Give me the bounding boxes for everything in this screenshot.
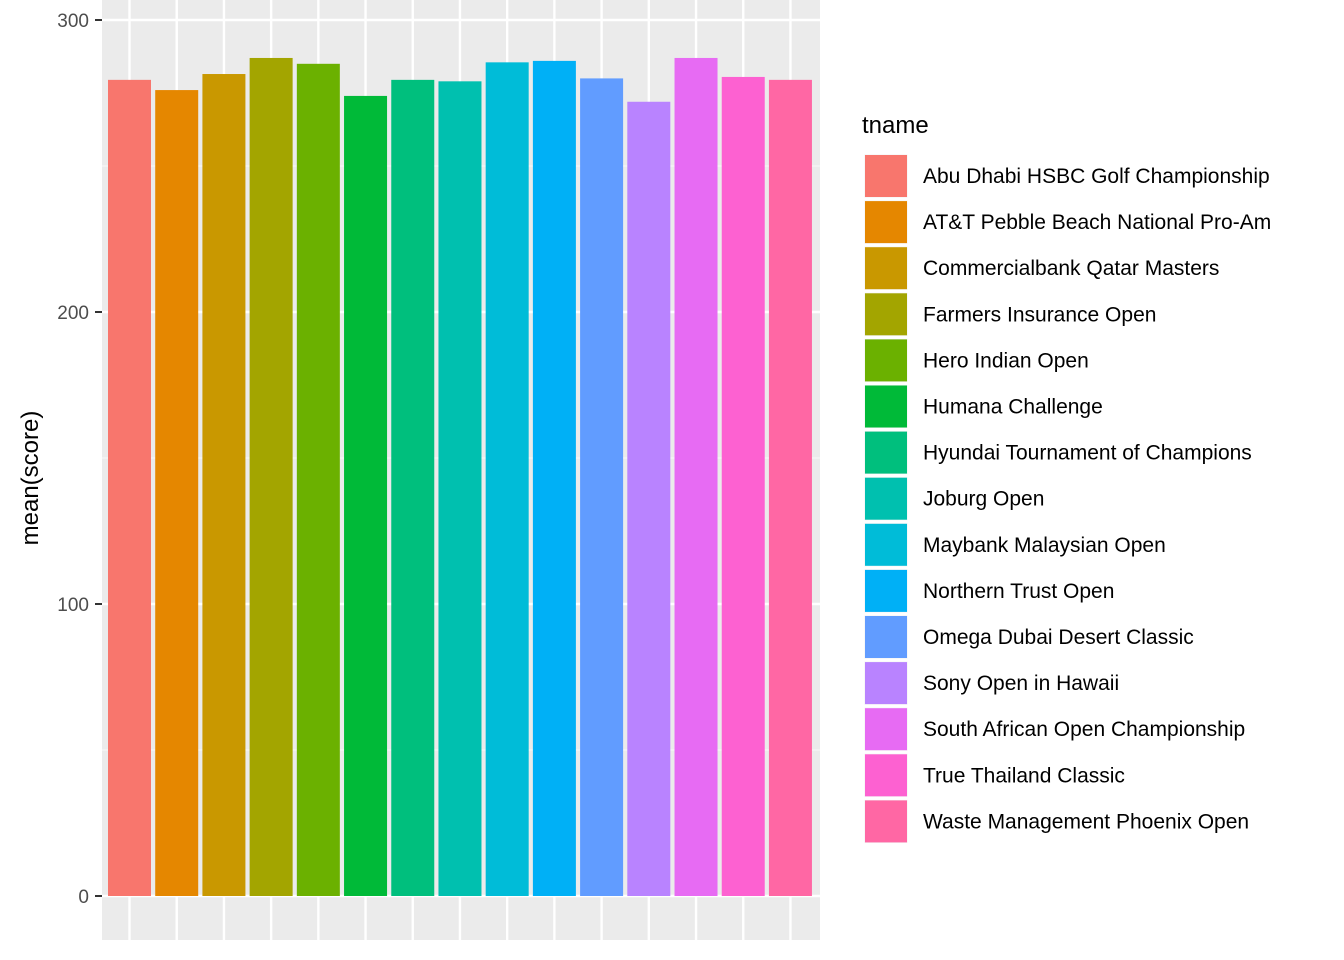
legend-swatch (865, 708, 907, 751)
legend-swatch (865, 293, 907, 336)
legend-swatch (865, 754, 907, 797)
legend-swatch (865, 662, 907, 705)
legend: tname Abu Dhabi HSBC Golf Championship AT… (862, 112, 1271, 844)
legend-swatch (865, 339, 907, 382)
legend-label: Sony Open in Hawaii (923, 672, 1119, 695)
legend-label: AT&T Pebble Beach National Pro-Am (923, 211, 1271, 234)
legend-label: Humana Challenge (923, 396, 1103, 419)
bar-10 (532, 60, 576, 896)
legend-label: Waste Management Phoenix Open (923, 810, 1249, 833)
y-tick-label: 0 (78, 887, 89, 908)
bar-14 (721, 76, 765, 896)
legend-title: tname (862, 112, 929, 139)
legend-label: Maybank Malaysian Open (923, 534, 1166, 557)
bar-6 (344, 95, 388, 897)
y-tick-label: 200 (57, 303, 89, 324)
legend-label: Farmers Insurance Open (923, 303, 1156, 326)
bar-3 (202, 74, 246, 896)
legend-swatch (865, 523, 907, 566)
bar-15 (768, 79, 812, 897)
legend-label: Joburg Open (923, 488, 1044, 511)
legend-swatch (865, 616, 907, 658)
legend-swatch (865, 247, 907, 290)
y-axis: 0 100 200 300 (57, 11, 102, 908)
bars (108, 57, 812, 897)
legend-label: Commercialbank Qatar Masters (923, 257, 1219, 280)
bar-5 (296, 63, 340, 897)
legend-swatch (865, 800, 907, 843)
bar-8 (438, 81, 482, 896)
bar-4 (249, 57, 293, 896)
legend-label: Northern Trust Open (923, 580, 1114, 603)
legend-label: South African Open Championship (923, 718, 1245, 741)
legend-swatch (865, 155, 907, 197)
legend-swatch (865, 477, 907, 520)
legend-swatch (865, 201, 907, 244)
y-axis-title: mean(score) (17, 411, 44, 546)
bar-11 (580, 78, 624, 896)
bar-9 (485, 62, 529, 896)
legend-label: Omega Dubai Desert Classic (923, 626, 1194, 649)
bar-2 (155, 90, 199, 896)
y-tick-label: 300 (57, 11, 89, 32)
legend-label: True Thailand Classic (923, 764, 1125, 787)
legend-label: Abu Dhabi HSBC Golf Championship (923, 165, 1270, 188)
bar-1 (108, 79, 151, 897)
legend-label: Hyundai Tournament of Champions (923, 442, 1252, 465)
legend-label: Hero Indian Open (923, 349, 1089, 372)
legend-swatch (865, 569, 907, 612)
legend-swatch (865, 431, 907, 474)
bar-7 (391, 79, 435, 897)
bar-13 (674, 57, 718, 896)
y-tick-label: 100 (57, 595, 89, 616)
legend-swatch (865, 385, 907, 428)
bar-12 (627, 101, 671, 896)
legend-items: Abu Dhabi HSBC Golf Championship AT&T Peb… (863, 153, 1271, 844)
